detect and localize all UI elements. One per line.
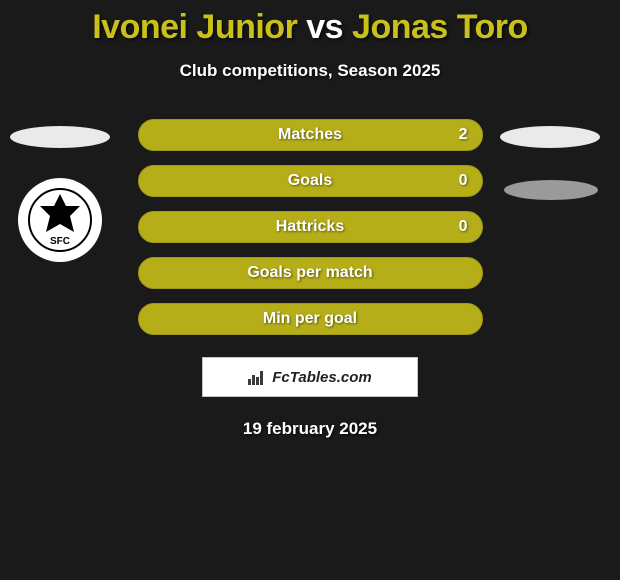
stat-row: Hattricks 0 — [138, 211, 483, 243]
stat-value: 0 — [459, 172, 468, 190]
footer-brand-badge: FcTables.com — [202, 357, 418, 397]
title-vs: vs — [297, 8, 352, 46]
club-badge-icon: SFC — [28, 188, 92, 252]
title-player2: Jonas Toro — [352, 8, 528, 46]
stat-value: 2 — [459, 126, 468, 144]
stat-value: 0 — [459, 218, 468, 236]
stat-label: Min per goal — [263, 310, 357, 328]
stat-row: Min per goal — [138, 303, 483, 335]
decor-ellipse-top-left — [10, 126, 110, 148]
bar-chart-icon — [248, 369, 266, 385]
stat-row: Goals 0 — [138, 165, 483, 197]
stat-label: Goals — [288, 172, 332, 190]
decor-ellipse-top-right — [500, 126, 600, 148]
svg-text:SFC: SFC — [50, 236, 70, 247]
title-player1: Ivonei Junior — [92, 8, 297, 46]
stat-label: Goals per match — [247, 264, 372, 282]
stat-row: Goals per match — [138, 257, 483, 289]
club-badge: SFC — [18, 178, 102, 262]
footer-brand-text: FcTables.com — [272, 369, 371, 386]
stat-label: Matches — [278, 126, 342, 144]
date-label: 19 february 2025 — [0, 419, 620, 439]
subtitle: Club competitions, Season 2025 — [0, 61, 620, 81]
page-title: Ivonei Junior vs Jonas Toro — [0, 0, 620, 47]
stat-row: Matches 2 — [138, 119, 483, 151]
stat-label: Hattricks — [276, 218, 344, 236]
decor-ellipse-bottom-right — [504, 180, 598, 200]
